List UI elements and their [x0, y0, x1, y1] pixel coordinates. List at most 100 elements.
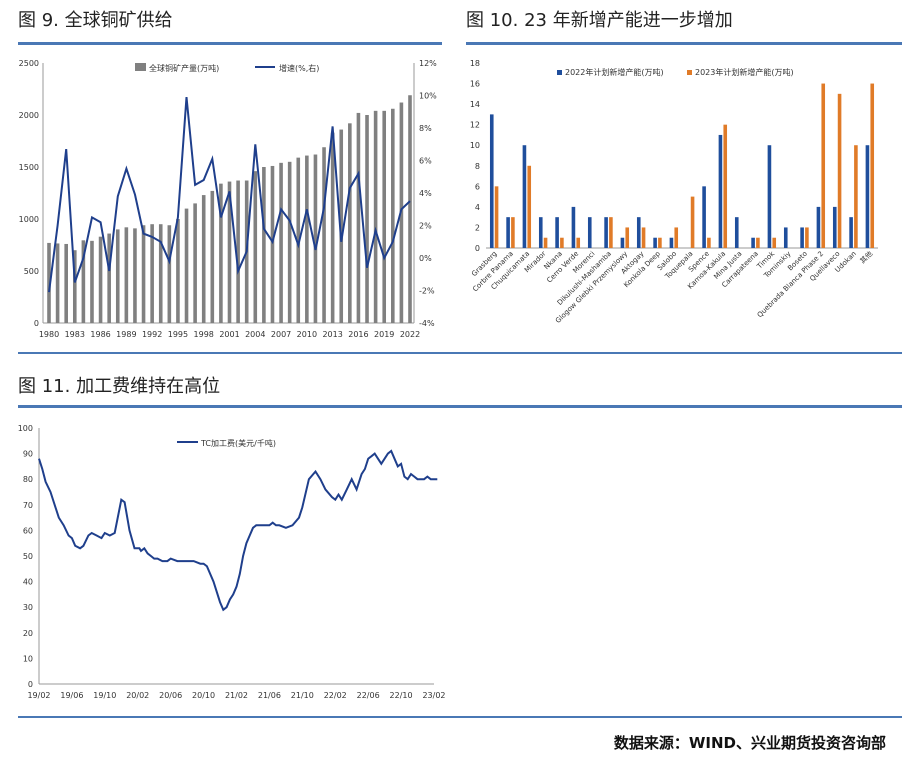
- production-bar: [124, 227, 129, 323]
- x-tick-label: 1989: [116, 330, 136, 339]
- x-tick-label: 20/10: [192, 691, 215, 700]
- production-bar: [64, 243, 68, 323]
- bar-2023: [821, 83, 826, 248]
- production-bar: [348, 123, 352, 323]
- x-tick-label: 21/06: [258, 691, 281, 700]
- y-tick-label: 6: [475, 182, 480, 191]
- y2-tick-label: 12%: [419, 59, 437, 68]
- production-bar: [150, 224, 154, 323]
- production-bar: [141, 225, 146, 323]
- x-tick-label: 1980: [39, 330, 59, 339]
- bar-2022: [783, 227, 788, 248]
- bar-2023: [723, 124, 728, 248]
- bar-2023: [707, 237, 711, 248]
- x-tick-label: 22/06: [357, 691, 380, 700]
- figure-11-title: 图 11. 加工费维持在高位: [18, 376, 221, 397]
- y2-tick-label: 4%: [419, 189, 432, 198]
- y-tick-label: 10: [470, 141, 480, 150]
- bar-2023: [674, 227, 679, 248]
- bar-2023: [641, 227, 646, 248]
- y-tick-label: 100: [18, 424, 33, 433]
- production-bar: [227, 181, 232, 323]
- bar-2022: [816, 206, 821, 248]
- production-bar: [115, 229, 120, 323]
- y-tick-label: 0: [28, 680, 33, 689]
- production-bar: [219, 183, 223, 323]
- copper-supply-chart: 0 500 1000 1500 2000 2500 -4% -2% 0% 2% 4% 6% 8% 10% 1…: [19, 59, 438, 339]
- y-tick-label: 12: [470, 121, 480, 130]
- x-tick-label: 2001: [219, 330, 239, 339]
- bar-2022: [555, 217, 559, 248]
- legend-swatch-production: [135, 63, 146, 71]
- production-bar: [279, 162, 283, 323]
- legend-swatch-2023: [687, 70, 692, 75]
- bar-2023: [560, 237, 564, 248]
- y-tick-label: 4: [475, 203, 480, 212]
- y-tick-label: 60: [23, 526, 33, 535]
- y-tick-label: 1000: [19, 215, 39, 224]
- production-bar: [287, 161, 292, 323]
- bar-2022: [767, 145, 772, 248]
- legend-label-2023: 2023年计划新增产能(万吨): [695, 67, 794, 77]
- bar-2023: [543, 237, 548, 248]
- production-bar: [210, 190, 215, 323]
- production-bar: [365, 115, 369, 323]
- bar-2022: [865, 145, 870, 248]
- x-tick-label: 1992: [142, 330, 162, 339]
- x-tick-label: 2013: [322, 330, 342, 339]
- bar-2022: [489, 114, 494, 248]
- bar-2023: [772, 237, 777, 248]
- y-tick-label: 50: [23, 552, 33, 561]
- x-tick-label: 21/02: [225, 691, 248, 700]
- figure-9-title: 图 9. 全球铜矿供给: [18, 10, 173, 31]
- y-tick-label: 70: [23, 501, 33, 510]
- x-tick-label: 23/02: [422, 691, 445, 700]
- bar-2023: [690, 196, 695, 248]
- y-tick-label: 2: [475, 223, 480, 232]
- x-tick-label: 22/10: [390, 691, 413, 700]
- production-bar: [270, 165, 275, 323]
- bar-2023: [511, 217, 515, 248]
- y-tick-label: 40: [23, 578, 33, 587]
- bar-2023: [756, 237, 760, 248]
- y2-tick-label: 0%: [419, 254, 432, 263]
- production-bar: [382, 110, 387, 323]
- bar-2022: [734, 217, 739, 248]
- production-bar: [305, 155, 309, 323]
- x-tick-label: 20/02: [126, 691, 149, 700]
- bar-2022: [800, 227, 804, 248]
- y-tick-label: 80: [23, 475, 33, 484]
- x-tick-label: 2010: [297, 330, 317, 339]
- treatment-charge-chart: 0 10 20 30 40 50 60 70 80 90 100 19/02 19/06 19/10 20/…: [18, 424, 446, 700]
- figure-10-top-rule: [466, 42, 902, 45]
- x-tick-label: 19/02: [27, 691, 50, 700]
- bar-2023: [837, 93, 842, 248]
- production-bar: [72, 250, 77, 323]
- bar-2023: [609, 217, 613, 248]
- production-bar: [330, 132, 335, 323]
- x-tick-label: 19/06: [60, 691, 83, 700]
- x-tick-label: 2019: [374, 330, 394, 339]
- bar-2022: [620, 237, 625, 248]
- bar-2023: [494, 186, 499, 248]
- figure-11-top-rule: [18, 405, 902, 408]
- x-tick-label: 2016: [348, 330, 368, 339]
- production-bar: [253, 171, 258, 323]
- bar-2023: [527, 165, 532, 248]
- production-bar: [81, 240, 86, 323]
- production-bar: [107, 233, 111, 323]
- production-bar: [322, 147, 326, 323]
- bar-2023: [658, 237, 662, 248]
- bar-2022: [653, 237, 657, 248]
- bar-2023: [854, 145, 858, 248]
- x-tick-label: 1986: [90, 330, 110, 339]
- category-label: 其他: [858, 249, 874, 265]
- x-tick-label: 2022: [400, 330, 420, 339]
- bar-2022: [538, 217, 543, 248]
- production-bar: [236, 180, 240, 323]
- legend-label-tc: TC加工费(美元/千吨): [200, 438, 276, 448]
- bar-2022: [669, 237, 674, 248]
- bar-2022: [702, 186, 706, 248]
- y-tick-label: 0: [475, 244, 480, 253]
- bar-2022: [522, 145, 527, 248]
